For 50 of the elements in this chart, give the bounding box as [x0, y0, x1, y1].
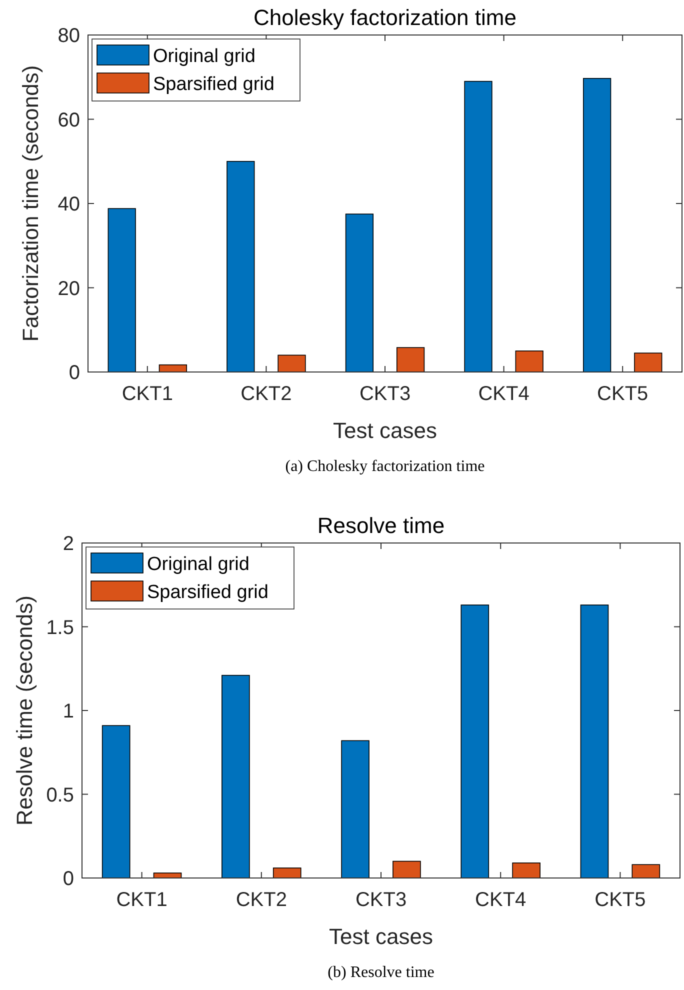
bar	[460, 604, 490, 878]
chart-title: Cholesky factorization time	[254, 5, 516, 30]
y-tick-label: 1	[62, 700, 74, 722]
y-tick-label: 60	[58, 109, 80, 132]
x-tick-label: CKT2	[240, 383, 292, 405]
bar	[515, 350, 544, 372]
bar	[396, 347, 425, 372]
bar	[108, 208, 136, 372]
y-tick-label: 0	[62, 868, 74, 890]
y-axis-title: Factorization time (seconds)	[18, 65, 43, 342]
bar	[102, 725, 130, 878]
bar	[341, 740, 370, 878]
bar	[226, 160, 255, 372]
legend-label: Original grid	[147, 554, 250, 575]
bar	[582, 78, 612, 372]
y-tick-label: 0	[68, 362, 80, 384]
x-tick-label: CKT5	[594, 889, 646, 911]
bar	[512, 862, 540, 878]
bar	[634, 352, 662, 372]
chart-title: Resolve time	[317, 513, 445, 538]
y-tick-label: 2	[62, 533, 74, 555]
x-tick-label: CKT1	[116, 889, 168, 911]
x-tick-label: CKT4	[475, 889, 526, 911]
legend-label: Sparsified grid	[153, 74, 274, 95]
bar	[345, 214, 374, 372]
bar	[580, 604, 609, 878]
bar	[632, 864, 660, 878]
bar	[464, 80, 492, 372]
y-axis-title: Resolve time (seconds)	[12, 596, 37, 826]
x-tick-label: CKT3	[359, 383, 411, 405]
x-axis-title: Test cases	[333, 418, 437, 443]
x-tick-label: CKT1	[122, 383, 173, 405]
x-tick-label: CKT2	[236, 889, 287, 911]
x-tick-label: CKT5	[597, 383, 648, 405]
y-tick-label: 1.5	[46, 616, 74, 639]
x-axis-title: Test cases	[329, 924, 433, 949]
bar	[222, 674, 250, 878]
x-tick-label: CKT3	[355, 889, 407, 911]
bar	[278, 354, 306, 372]
x-tick-label: CKT4	[478, 383, 530, 405]
y-tick-label: 40	[58, 194, 80, 216]
y-tick-label: 0.5	[46, 784, 74, 806]
legend-label: Original grid	[153, 46, 256, 67]
y-tick-label: 80	[58, 25, 80, 47]
text: (a) Cholesky factorization time	[285, 458, 485, 475]
legend-label: Sparsified grid	[147, 582, 268, 603]
bar	[272, 868, 302, 878]
text: (b) Resolve time	[328, 964, 434, 981]
bar	[392, 860, 421, 878]
y-tick-label: 20	[58, 278, 80, 300]
